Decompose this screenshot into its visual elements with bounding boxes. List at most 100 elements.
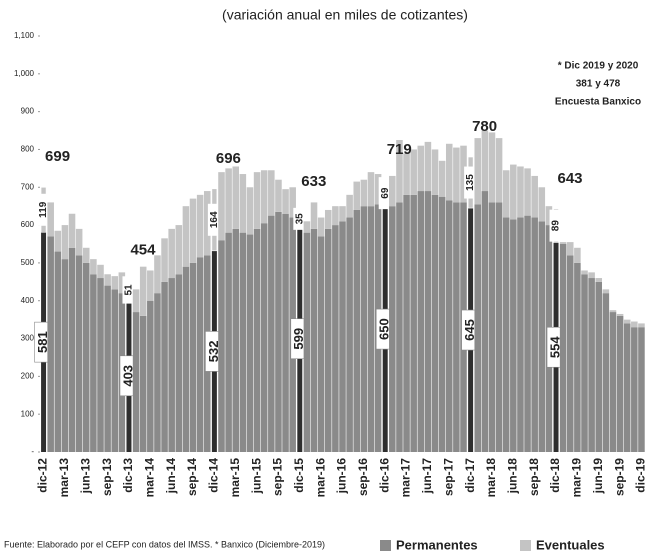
- bar-segment: [104, 285, 111, 452]
- bar-segment: [638, 323, 645, 328]
- bar-segment: [353, 209, 361, 452]
- x-tick-label: sep-17: [441, 458, 455, 496]
- bar-segment: [253, 228, 261, 452]
- data-label: 645: [462, 319, 477, 341]
- x-tick-label: mar-13: [57, 458, 71, 498]
- bar-segment: [495, 138, 503, 203]
- bar-segment: [260, 223, 268, 452]
- bar-segment: [559, 242, 567, 244]
- bar-segment: [566, 242, 574, 256]
- bar-segment: [82, 262, 90, 452]
- bar-segment: [616, 315, 624, 452]
- label-box: [549, 209, 563, 242]
- x-tick-label: dic-13: [121, 458, 135, 493]
- annotation: 696: [216, 150, 241, 167]
- bar-segment: [438, 196, 446, 452]
- x-tick-label: sep-19: [612, 458, 626, 496]
- bar-segment: [90, 274, 97, 452]
- label-box: [293, 207, 307, 230]
- x-tick-label: dic-19: [634, 458, 648, 493]
- label-box: [207, 203, 221, 236]
- data-label: 554: [547, 336, 562, 358]
- data-label: 164: [209, 211, 220, 228]
- bar-segment: [417, 145, 425, 192]
- x-tick-label: sep-14: [185, 458, 199, 496]
- bar-segment: [303, 232, 311, 452]
- x-tick-label: dic-17: [463, 458, 477, 493]
- bar-segment: [517, 166, 524, 218]
- bar-segment: [453, 202, 460, 452]
- bar-segment: [339, 206, 346, 222]
- x-tick-label: dic-12: [36, 458, 50, 493]
- label-box: [464, 166, 478, 199]
- bar-segment: [246, 234, 254, 452]
- data-label: 650: [377, 318, 392, 340]
- x-tick-label: mar-17: [399, 458, 413, 498]
- bar-segment: [232, 166, 240, 229]
- x-tick-label: dic-16: [377, 458, 391, 493]
- bar-segment: [367, 172, 375, 207]
- bar-segment: [268, 170, 275, 216]
- bar-segment: [623, 323, 631, 452]
- x-tick-label: mar-19: [570, 458, 584, 498]
- bar-segment: [389, 206, 396, 452]
- x-tick-label: jun-19: [591, 458, 605, 495]
- chart-title: (variación anual en miles de cotizantes): [222, 7, 468, 23]
- bar-segment: [161, 281, 168, 452]
- annotation: 633: [301, 173, 326, 190]
- bar-segment: [360, 206, 368, 452]
- note: 381 y 478: [576, 79, 621, 90]
- bar-segment: [97, 264, 104, 279]
- x-tick-label: mar-15: [228, 458, 242, 498]
- bar-segment: [139, 315, 147, 452]
- bar-segment: [374, 174, 382, 205]
- bar-segment: [175, 225, 183, 275]
- data-label: 69: [380, 187, 391, 199]
- bar-segment: [574, 247, 581, 263]
- bar-segment: [282, 189, 289, 214]
- bar-segment: [203, 191, 211, 256]
- x-tick-label: sep-13: [100, 458, 114, 496]
- x-tick-label: sep-16: [356, 458, 370, 496]
- annotation: 719: [387, 141, 412, 158]
- bar-segment: [623, 319, 631, 324]
- bar-segment: [218, 240, 225, 452]
- label-box: [378, 177, 392, 210]
- bar-segment: [538, 221, 546, 452]
- x-tick-label: jun-14: [164, 458, 178, 495]
- bar-segment: [97, 278, 104, 452]
- bar-segment: [510, 164, 517, 220]
- bar-segment: [196, 257, 204, 452]
- x-tick-label: mar-14: [142, 458, 156, 498]
- bar-segment: [310, 202, 318, 229]
- bar-segment: [502, 170, 510, 218]
- bar-segment: [510, 219, 517, 452]
- x-tick-label: sep-18: [527, 458, 541, 496]
- bar-segment: [239, 174, 247, 233]
- bar-segment: [289, 187, 296, 218]
- bar-segment: [531, 217, 538, 452]
- bar-segment: [147, 300, 154, 452]
- bar-segment: [431, 149, 439, 195]
- source: Fuente: Elaborado por el CEFP con datos …: [4, 539, 325, 549]
- bar-segment: [403, 194, 410, 452]
- bar-segment: [168, 228, 175, 279]
- legend-swatch: [380, 540, 391, 551]
- bar-segment: [168, 278, 175, 452]
- bar-segment: [332, 206, 339, 226]
- bar-segment: [132, 312, 140, 452]
- bar-segment: [524, 215, 531, 452]
- bar-segment: [474, 204, 482, 452]
- data-label: 35: [294, 213, 305, 225]
- bar-segment: [367, 206, 375, 452]
- bar-segment: [524, 168, 531, 216]
- bar-segment: [588, 272, 595, 279]
- y-tick-label: 300: [21, 334, 35, 343]
- bar-segment: [275, 179, 282, 212]
- x-tick-label: sep-15: [271, 458, 285, 496]
- bar-segment: [396, 202, 403, 452]
- bar-segment: [147, 270, 154, 301]
- bar-segment: [559, 244, 567, 452]
- bar-segment: [232, 228, 240, 452]
